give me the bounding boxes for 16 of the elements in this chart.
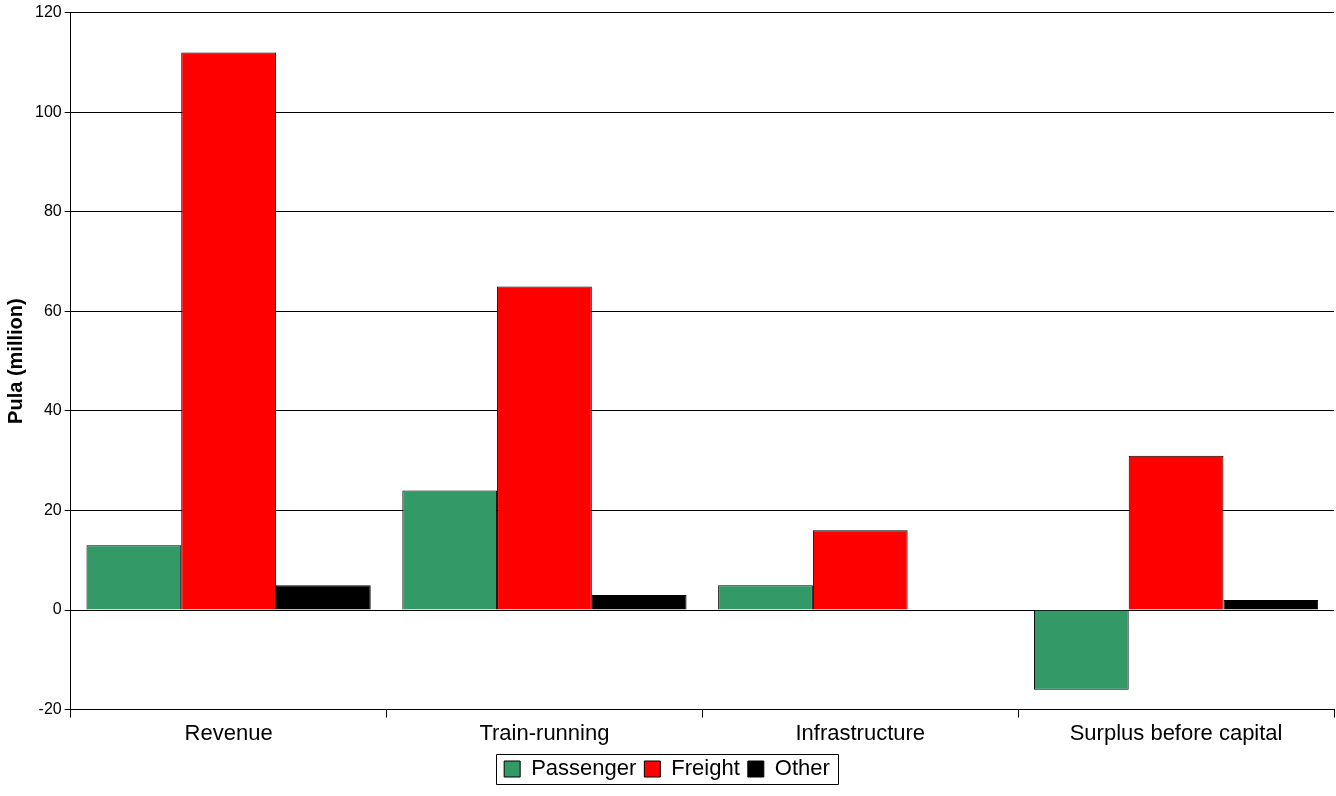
y-tick-label: -20 — [38, 700, 62, 718]
y-tick-label: 120 — [34, 3, 62, 21]
y-tick-label: 80 — [43, 202, 62, 220]
legend-label: Freight — [671, 755, 740, 781]
y-tick-label: 40 — [43, 401, 62, 419]
legend-label: Other — [774, 755, 830, 781]
x-tick-label: Infrastructure — [795, 719, 926, 745]
y-tick-label: 60 — [43, 301, 62, 319]
y-tick-label: 100 — [34, 102, 62, 120]
x-tick-label: Revenue — [184, 719, 273, 745]
x-tick-label: Surplus before capital — [1069, 719, 1283, 745]
legend-label: Passenger — [531, 755, 637, 781]
y-axis-title: Pula (million) — [3, 298, 26, 424]
y-tick-label: 20 — [43, 500, 62, 518]
x-tick-label: Train-running — [479, 719, 610, 745]
y-tick-label: 0 — [52, 600, 62, 618]
